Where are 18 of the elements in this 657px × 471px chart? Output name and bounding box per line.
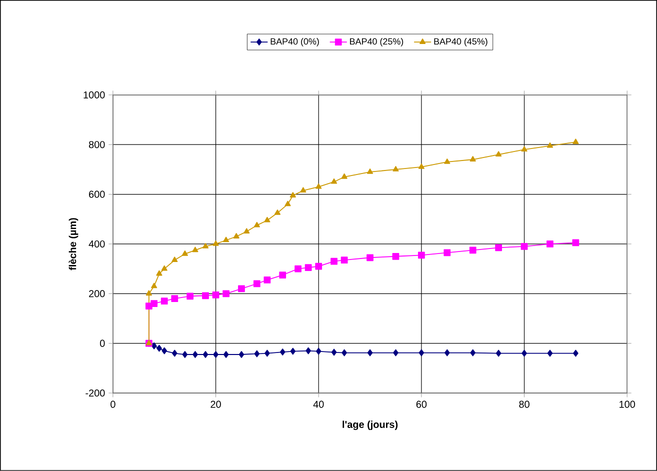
y-tick-label: 1000 (84, 91, 105, 98)
y-tick-label: 400 (88, 240, 105, 248)
y-tick-label: 200 (89, 290, 105, 298)
legend-label: BAP40 (0%) (270, 38, 319, 46)
y-tick-label: 600 (89, 190, 105, 198)
x-tick-label: 20 (210, 400, 221, 408)
y-tick-label: 800 (88, 141, 105, 148)
x-tick-label: 80 (519, 400, 530, 408)
y-tick-label: 0 (100, 340, 105, 347)
legend-label: BAP40 (25%) (350, 38, 404, 46)
x-axis-title: l'age (jours) (342, 420, 398, 430)
legend-label: BAP40 (45%) (434, 38, 488, 46)
y-axis-title: flèche (µm) (68, 218, 78, 270)
x-tick-label: 0 (110, 400, 116, 408)
x-tick-label: 100 (620, 400, 636, 408)
x-tick-label: 40 (313, 400, 324, 408)
y-tick-label: -200 (86, 390, 105, 397)
x-tick-label: 60 (416, 400, 427, 408)
